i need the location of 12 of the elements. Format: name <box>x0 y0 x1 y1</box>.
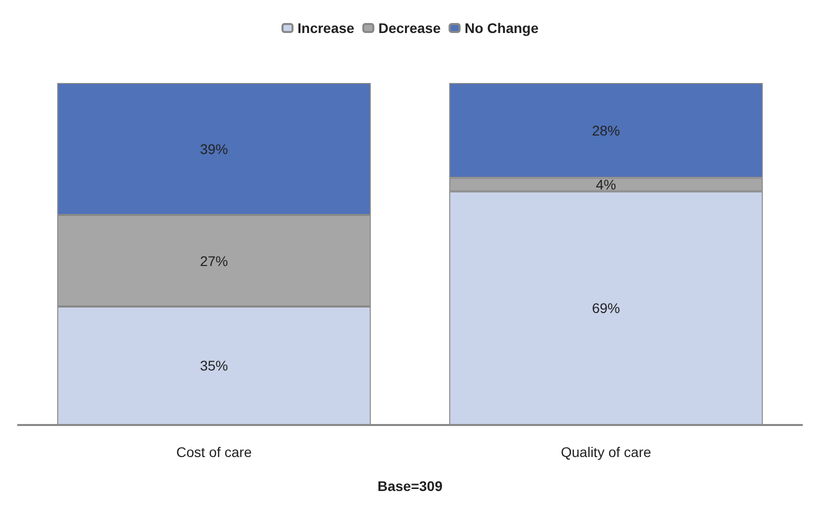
data-label: 39% <box>200 141 228 158</box>
data-label: 28% <box>592 122 620 138</box>
text: Base=309 <box>378 478 443 494</box>
x-tick-label: Quality of care <box>560 444 652 460</box>
x-tick-label: Cost of care <box>176 444 252 460</box>
data-label: 27% <box>200 252 228 269</box>
data-label: 4% <box>596 176 616 193</box>
data-label: 69% <box>592 300 620 316</box>
data-label: 35% <box>200 358 228 374</box>
legend-label: No Change <box>464 20 539 36</box>
legend-label: Decrease <box>378 20 441 36</box>
legend-label: Increase <box>298 20 355 36</box>
